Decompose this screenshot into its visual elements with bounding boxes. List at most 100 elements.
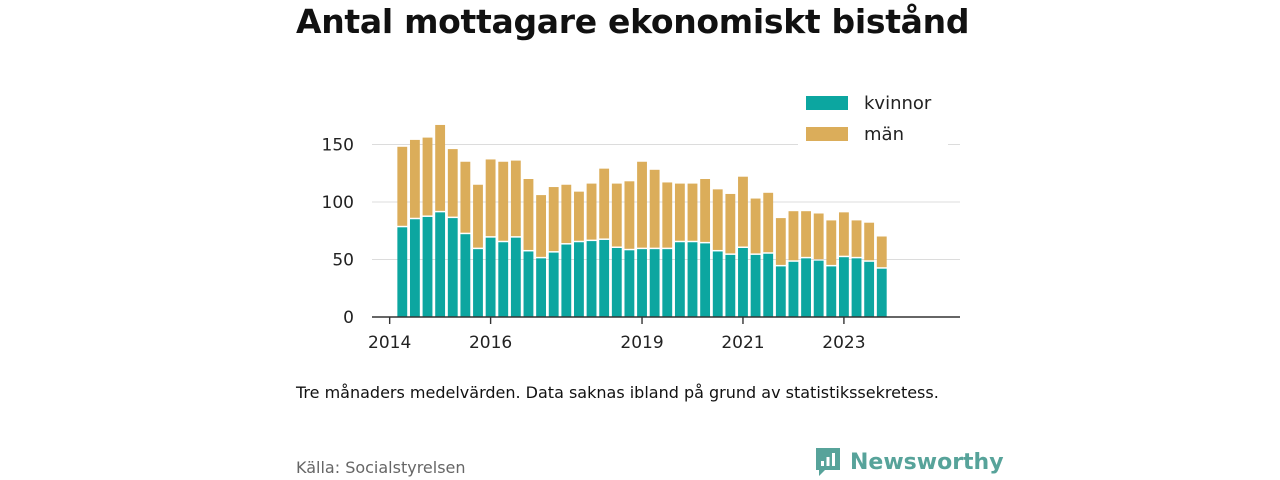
bar-man: [826, 220, 837, 265]
chart-title: Antal mottagare ekonomiskt bistånd: [296, 2, 970, 41]
bar-man: [738, 176, 748, 247]
bar-man: [536, 195, 547, 257]
bar-man: [485, 159, 496, 237]
bar-man: [510, 160, 521, 237]
brand-name: Newsworthy: [850, 449, 1004, 475]
newsworthy-logo[interactable]: Newsworthy: [814, 446, 1004, 478]
bar-man: [687, 183, 698, 241]
bar-kvinnor: [586, 241, 597, 317]
bar-kvinnor: [447, 218, 458, 317]
bar-man: [523, 179, 534, 250]
legend: kvinnor män: [798, 86, 948, 152]
bar-man: [763, 192, 774, 253]
bar-kvinnor: [460, 234, 471, 317]
bar-kvinnor: [637, 249, 647, 317]
bar-man: [548, 187, 559, 252]
legend-label: män: [864, 124, 904, 145]
bar-kvinnor: [700, 243, 711, 317]
legend-label: kvinnor: [864, 93, 932, 114]
bar-man: [397, 146, 408, 226]
bar-man: [649, 169, 660, 248]
bar-kvinnor: [422, 216, 433, 317]
bar-man: [801, 211, 811, 257]
stacked-bar-chart: 0 50 100 150 2014 2016 2019 2021 2023 kvinnor mä…: [321, 86, 960, 353]
bar-kvinnor: [599, 239, 610, 317]
bar-man: [473, 184, 483, 248]
bar-kvinnor: [687, 242, 698, 317]
bar-kvinnor: [611, 248, 622, 317]
bar-kvinnor: [725, 254, 736, 317]
bar-man: [637, 161, 647, 248]
bar-man: [700, 179, 711, 242]
bar-man: [864, 222, 875, 261]
bar-kvinnor: [826, 266, 837, 317]
bar-man: [674, 183, 685, 241]
bar-kvinnor: [536, 258, 547, 317]
bar-kvinnor: [788, 261, 799, 317]
bar-kvinnor: [876, 268, 887, 317]
x-tick-label: 2019: [620, 333, 663, 353]
bar-man: [838, 212, 849, 256]
bar-kvinnor: [738, 248, 748, 317]
x-tick-label: 2014: [368, 333, 411, 353]
x-tick-label: 2021: [721, 333, 764, 353]
source-text: Källa: Socialstyrelsen: [296, 458, 466, 477]
bar-man: [447, 149, 458, 217]
bar-kvinnor: [712, 251, 723, 317]
bar-kvinnor: [851, 258, 862, 317]
bar-man: [422, 137, 433, 216]
bar-man: [725, 193, 736, 254]
x-tick-label: 2016: [469, 333, 512, 353]
bar-kvinnor: [674, 242, 685, 317]
bar-man: [611, 183, 622, 247]
bar-kvinnor: [485, 237, 496, 317]
bar-kvinnor: [838, 257, 849, 317]
bar-kvinnor: [813, 260, 824, 317]
y-axis-ticks: 0 50 100 150: [322, 136, 354, 329]
bar-man: [788, 211, 799, 261]
bar-man: [624, 181, 635, 249]
bar-man: [460, 161, 471, 233]
bar-man: [435, 124, 446, 211]
bar-kvinnor: [801, 258, 811, 317]
bar-kvinnor: [763, 253, 774, 317]
bar-kvinnor: [561, 244, 572, 317]
bar-kvinnor: [574, 242, 584, 317]
legend-swatch: [806, 96, 848, 110]
bar-kvinnor: [624, 250, 635, 317]
y-tick-label: 100: [322, 193, 354, 213]
bar-man: [599, 168, 610, 239]
bar-man: [712, 189, 723, 250]
bar-man: [662, 182, 673, 248]
y-tick-label: 50: [332, 251, 354, 271]
bar-man: [750, 198, 761, 254]
bar-kvinnor: [662, 249, 673, 317]
bar-man: [813, 213, 824, 260]
bar-kvinnor: [523, 251, 534, 317]
bar-kvinnor: [473, 249, 483, 317]
bar-kvinnor: [498, 242, 509, 317]
bar-kvinnor: [510, 237, 521, 317]
bar-man: [586, 183, 597, 240]
bar-kvinnor: [435, 212, 446, 317]
bar-man: [498, 161, 509, 241]
bar-kvinnor: [649, 249, 660, 317]
bar-man: [574, 191, 584, 241]
bar-kvinnor: [775, 266, 786, 317]
bar-man: [851, 220, 862, 257]
newsworthy-icon: [816, 448, 840, 476]
bar-man: [775, 218, 786, 265]
x-tick-label: 2023: [822, 333, 865, 353]
bar-man: [876, 236, 887, 268]
chart-note: Tre månaders medelvärden. Data saknas ib…: [296, 383, 939, 402]
bar-kvinnor: [548, 252, 559, 317]
legend-swatch: [806, 127, 848, 141]
bars: [397, 124, 887, 317]
bar-man: [409, 139, 420, 218]
bar-kvinnor: [750, 254, 761, 317]
y-tick-label: 150: [322, 136, 354, 156]
x-axis-ticks: 2014 2016 2019 2021 2023: [368, 317, 866, 353]
bar-kvinnor: [864, 261, 875, 317]
bar-kvinnor: [397, 227, 408, 317]
bar-kvinnor: [409, 219, 420, 317]
